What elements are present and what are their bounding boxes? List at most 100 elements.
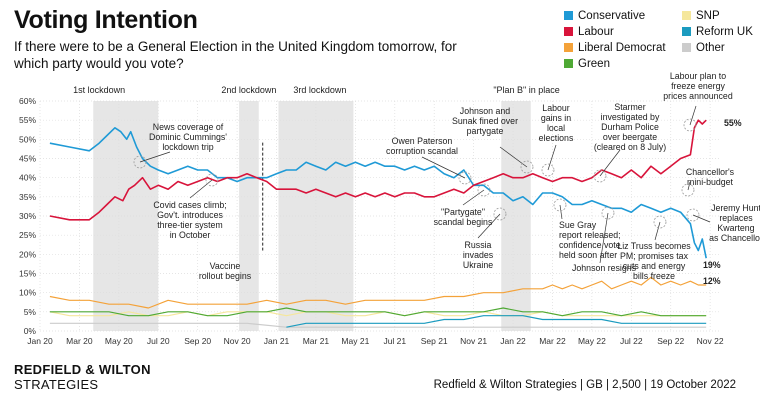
annotation-line: invades: [463, 250, 494, 260]
annotation-leader: [689, 105, 697, 126]
series-line-green: [49, 307, 707, 317]
annotation-line: local: [547, 123, 565, 133]
annotation-line: partygate: [467, 126, 504, 136]
annotation-line: Labour: [542, 103, 569, 113]
legend-swatch-green: [564, 59, 573, 68]
annotation-line: in October: [170, 230, 211, 240]
annotation-leader: [599, 149, 621, 177]
annotation-line: rollout begins: [199, 271, 252, 281]
x-tick-label: Sep 22: [657, 336, 684, 346]
annotation: Liz Truss becomes PM; promises tax cuts an…: [617, 241, 691, 281]
legend-item-conservative: Conservative: [564, 10, 645, 22]
chart-title: Voting Intention: [14, 6, 198, 34]
annotation-marker: [133, 155, 147, 169]
legend-swatch-other: [682, 43, 691, 52]
annotation-line: Johnson and: [460, 106, 510, 116]
annotation-leader: [139, 151, 171, 163]
annotation-line: three-tier system: [157, 220, 223, 230]
annotation-line: investigated by: [601, 112, 660, 122]
annotation-leader: [462, 189, 485, 206]
end-label-conservative: 19%: [703, 260, 721, 270]
lockdown-label: "Plan B" in place: [493, 85, 559, 95]
annotation-line: bills freeze: [633, 271, 675, 281]
annotation-line: Labour plan to: [670, 71, 726, 81]
y-tick-label: 15%: [19, 269, 36, 279]
annotation-line: held soon after: [559, 250, 617, 260]
legend-label-reform: Reform UK: [696, 26, 753, 38]
annotation: Russia invades Ukraine: [463, 240, 494, 270]
annotation-marker: [593, 169, 607, 183]
annotation-leader: [654, 221, 661, 241]
annotation-line: mini-budget: [687, 177, 734, 187]
annotation-line: News coverage of: [153, 122, 224, 132]
annotation: Labour gains in local elections: [539, 103, 574, 143]
annotation-marker: [653, 215, 667, 229]
x-tick-label: Nov 22: [697, 336, 724, 346]
series-line-labour: [49, 119, 707, 221]
annotation-line: replaces: [719, 213, 753, 223]
y-tick-label: 10%: [19, 288, 36, 298]
annotation-line: confidence vote: [559, 240, 621, 250]
y-tick-label: 35%: [19, 192, 36, 202]
legend-item-libdem: Liberal Democrat: [564, 42, 666, 54]
legend-swatch-snp: [682, 11, 691, 20]
annotation-line: PM; promises tax: [620, 251, 689, 261]
chart-subtitle: If there were to be a General Election i…: [14, 39, 457, 71]
annotation-marker: [601, 206, 615, 220]
series-line-libdem: [49, 276, 707, 309]
x-tick-label: Sep 21: [421, 336, 448, 346]
brand-subname: STRATEGIES: [14, 377, 99, 392]
annotation-line: Vaccine: [210, 261, 241, 271]
series-line-other: [49, 322, 707, 328]
legend-item-labour: Labour: [564, 26, 614, 38]
annotation-line: Chancellor's: [686, 167, 735, 177]
annotation-line: scandal begins: [434, 217, 493, 227]
lockdown-label: 1st lockdown: [73, 85, 125, 95]
annotation-marker: [493, 207, 507, 221]
annotation-line: report released;: [559, 230, 621, 240]
annotation-line: as Chancellor: [709, 233, 760, 243]
annotation-line: elections: [539, 133, 574, 143]
annotation-leader: [499, 146, 528, 168]
annotation-leader: [477, 213, 501, 239]
legend-label-other: Other: [696, 42, 725, 54]
x-tick-label: Sep 20: [184, 336, 211, 346]
legend-label-libdem: Liberal Democrat: [578, 42, 666, 54]
y-tick-label: 0%: [24, 326, 37, 336]
annotation: Sue Gray report released; confidence vote h…: [559, 220, 621, 260]
legend-swatch-labour: [564, 27, 573, 36]
annotation: Chancellor's mini-budget: [686, 167, 735, 187]
y-tick-label: 25%: [19, 230, 36, 240]
lockdown-label: 3rd lockdown: [293, 85, 346, 95]
y-tick-label: 55%: [19, 115, 36, 125]
legend-swatch-conservative: [564, 11, 573, 20]
annotation-leader: [189, 179, 213, 199]
y-tick-label: 45%: [19, 154, 36, 164]
x-tick-label: Mar 20: [66, 336, 93, 346]
annotation-line: lockdown trip: [162, 142, 213, 152]
annotation-line: Jeremy Hunt: [711, 203, 760, 213]
series-line-reform: [286, 315, 707, 328]
annotation: Starmer investigated by Durham Police over …: [594, 102, 666, 152]
y-tick-label: 50%: [19, 134, 36, 144]
x-tick-label: Nov 20: [224, 336, 251, 346]
legend-swatch-reform: [682, 27, 691, 36]
lockdown-band: [239, 101, 259, 331]
annotation-marker: [520, 160, 534, 174]
y-tick-label: 20%: [19, 249, 36, 259]
x-tick-label: May 21: [341, 336, 369, 346]
x-tick-label: Jul 20: [147, 336, 170, 346]
legend-item-snp: SNP: [682, 10, 720, 22]
legend-label-green: Green: [578, 58, 610, 70]
annotation-line: Sue Gray: [559, 220, 597, 230]
x-tick-label: Nov 21: [460, 336, 487, 346]
annotation-line: Starmer: [614, 102, 645, 112]
series-line-conservative: [49, 127, 707, 259]
annotation-line: freeze energy: [671, 81, 725, 91]
y-tick-label: 60%: [19, 96, 36, 106]
annotation-marker: [681, 183, 695, 197]
annotation-line: cuts and energy: [623, 261, 686, 271]
annotation-line: Sunak fined over: [452, 116, 518, 126]
annotation-line: Johnson resigns: [572, 263, 637, 273]
